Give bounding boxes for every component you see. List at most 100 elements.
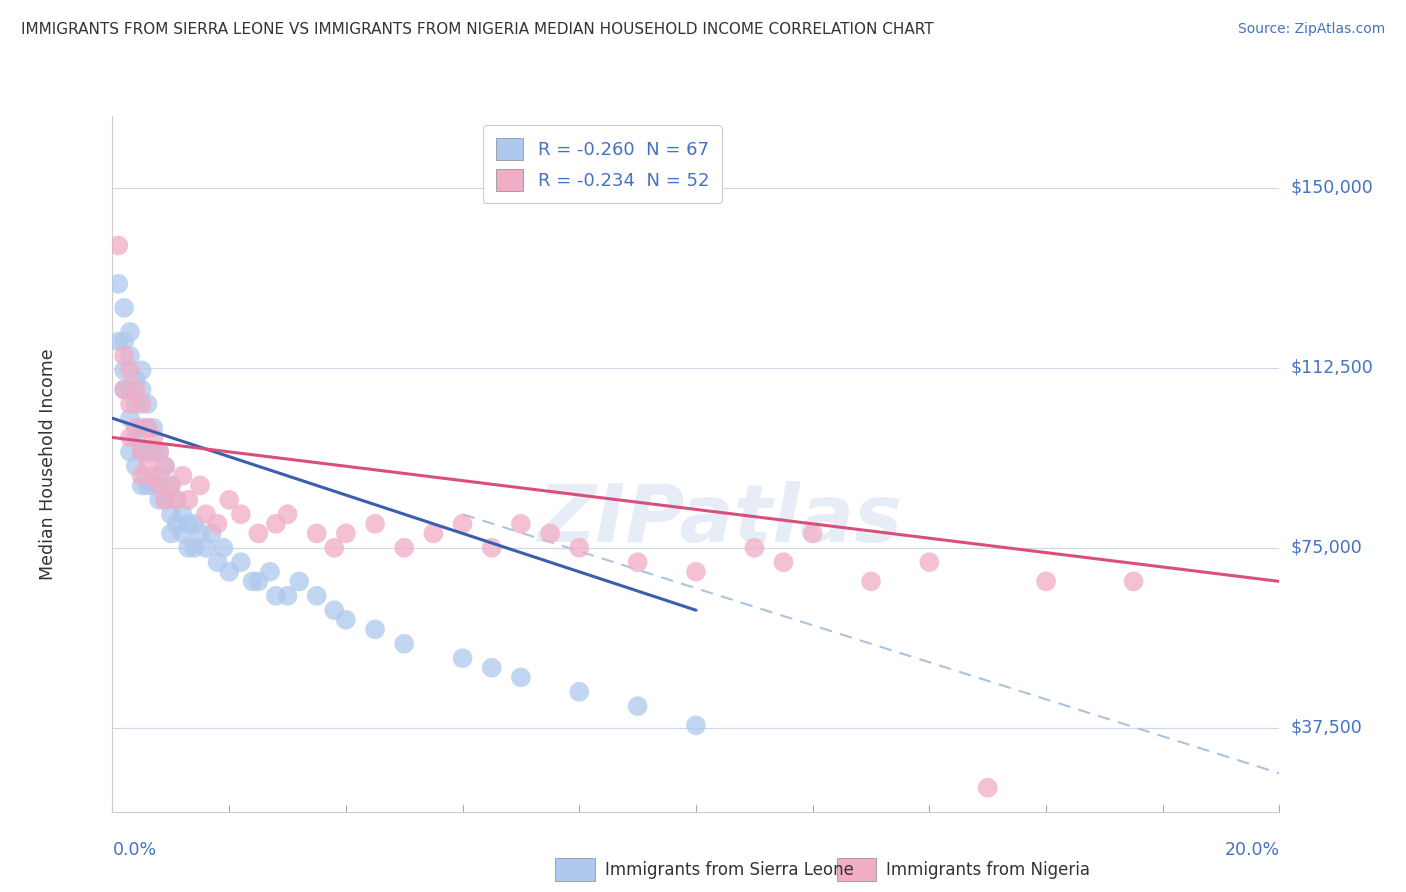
Point <box>183 516 205 531</box>
Text: Median Household Income: Median Household Income <box>39 348 58 580</box>
Text: Immigrants from Sierra Leone: Immigrants from Sierra Leone <box>605 861 853 879</box>
Point <box>112 363 135 377</box>
Point <box>131 468 153 483</box>
Point <box>201 526 224 541</box>
Point <box>276 507 298 521</box>
Point <box>160 507 183 521</box>
Point <box>136 459 159 474</box>
Point <box>276 589 298 603</box>
Point <box>259 565 281 579</box>
Point <box>626 555 648 569</box>
Point <box>131 421 153 435</box>
Point <box>177 516 200 531</box>
Point <box>207 516 229 531</box>
Text: $150,000: $150,000 <box>1291 179 1374 197</box>
Point <box>153 459 176 474</box>
Point <box>148 445 170 459</box>
Point <box>801 526 824 541</box>
Point <box>118 325 141 339</box>
Point <box>125 459 148 474</box>
Point <box>136 421 159 435</box>
Point <box>392 541 416 555</box>
Point <box>568 685 591 699</box>
Text: $112,500: $112,500 <box>1291 359 1374 377</box>
Point <box>131 478 153 492</box>
Point <box>481 661 503 675</box>
Point <box>136 421 159 435</box>
Point <box>685 718 707 732</box>
Point <box>142 445 165 459</box>
Point <box>242 574 264 589</box>
Point <box>131 363 153 377</box>
Point <box>177 541 200 555</box>
Point <box>160 526 183 541</box>
Point <box>229 555 252 569</box>
Point <box>481 541 503 555</box>
Point <box>153 459 176 474</box>
Point <box>148 468 170 483</box>
Point <box>142 478 165 492</box>
Point <box>118 397 141 411</box>
Point <box>247 526 270 541</box>
Point <box>125 383 148 397</box>
Point <box>538 526 561 541</box>
Point <box>685 565 707 579</box>
Point <box>112 334 135 349</box>
Text: ZIPatlas: ZIPatlas <box>537 481 901 558</box>
Text: $37,500: $37,500 <box>1291 719 1362 737</box>
Point <box>364 623 387 637</box>
Point <box>148 478 170 492</box>
Point <box>148 492 170 507</box>
Point <box>153 492 176 507</box>
Point <box>160 478 183 492</box>
Point <box>125 430 148 444</box>
Point <box>136 397 159 411</box>
Text: 0.0%: 0.0% <box>112 840 156 858</box>
Point <box>509 516 531 531</box>
Point <box>125 397 148 411</box>
Point <box>166 492 188 507</box>
Text: $75,000: $75,000 <box>1291 539 1362 557</box>
Point <box>107 238 129 252</box>
Point <box>305 589 328 603</box>
Point <box>172 468 194 483</box>
Point <box>626 699 648 714</box>
Point <box>976 780 998 795</box>
Legend: R = -0.260  N = 67, R = -0.234  N = 52: R = -0.260 N = 67, R = -0.234 N = 52 <box>484 125 721 203</box>
Text: 20.0%: 20.0% <box>1225 840 1279 858</box>
Point <box>247 574 270 589</box>
Point <box>859 574 883 589</box>
Point <box>918 555 941 569</box>
Point <box>125 373 148 387</box>
Point <box>568 541 591 555</box>
Point <box>131 445 153 459</box>
Point <box>742 541 765 555</box>
Point <box>153 492 176 507</box>
Point <box>183 541 205 555</box>
Point <box>229 507 252 521</box>
Point <box>218 565 240 579</box>
Point <box>112 349 135 363</box>
Point <box>1035 574 1057 589</box>
Point <box>148 445 170 459</box>
Text: Immigrants from Nigeria: Immigrants from Nigeria <box>886 861 1090 879</box>
Point <box>118 349 141 363</box>
Point <box>188 478 211 492</box>
Point <box>207 555 229 569</box>
Point <box>392 637 416 651</box>
Point <box>131 445 153 459</box>
Point <box>112 383 135 397</box>
Point <box>509 670 531 684</box>
Point <box>305 526 328 541</box>
Point <box>136 478 159 492</box>
Point <box>1122 574 1144 589</box>
Point <box>107 277 129 291</box>
Point <box>160 478 183 492</box>
Point <box>188 526 211 541</box>
Point <box>451 516 474 531</box>
Point <box>131 383 153 397</box>
Point <box>323 541 346 555</box>
Point <box>166 516 188 531</box>
Point <box>194 507 217 521</box>
Point <box>142 421 165 435</box>
